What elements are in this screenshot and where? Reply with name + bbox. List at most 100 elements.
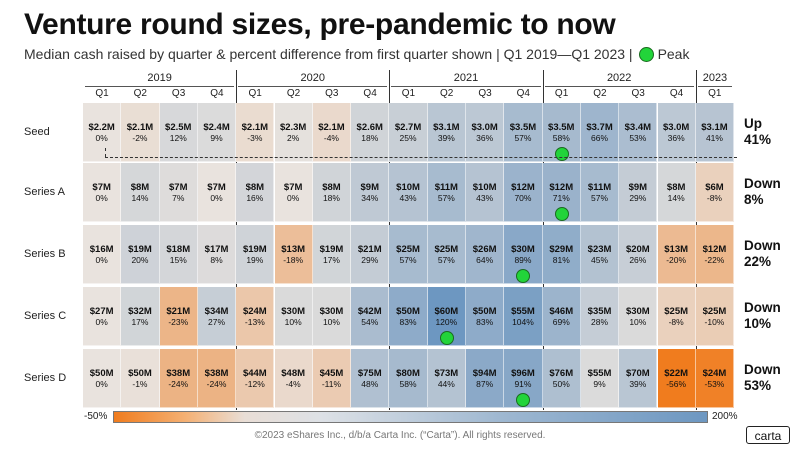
cell-value: $21M <box>357 244 382 255</box>
trend-summary: Up 41% <box>744 116 771 148</box>
heatmap-cell: $7M 7% <box>159 163 198 222</box>
heatmap-cell: $12M 70% <box>504 163 543 222</box>
cell-percent: 41% <box>705 133 723 143</box>
cell-value: $11M <box>587 182 612 193</box>
cell-value: $19M <box>128 244 152 255</box>
cell-value: $3.4M <box>624 122 652 133</box>
heatmap-cell: $75M 48% <box>351 349 390 408</box>
heatmap-cell: $2.7M 25% <box>389 103 428 162</box>
cell-percent: 2% <box>287 133 300 143</box>
heatmap-cell: $29M 81% <box>542 225 581 284</box>
cell-percent: 8% <box>210 255 223 265</box>
cell-percent: 91% <box>514 379 532 389</box>
year-underline <box>85 86 235 87</box>
cell-value: $25M <box>396 244 420 255</box>
heatmap-cell: $8M 14% <box>657 163 696 222</box>
cell-percent: -20% <box>666 255 687 265</box>
cell-percent: 27% <box>208 317 226 327</box>
cell-percent: 9% <box>593 379 606 389</box>
quarter-label: Q2 <box>440 88 454 99</box>
cell-percent: 9% <box>210 133 223 143</box>
cell-value: $6M <box>705 182 724 193</box>
cell-percent: -23% <box>168 317 189 327</box>
heatmap-cell: $38M -24% <box>159 349 198 408</box>
trend-direction: Down <box>744 175 781 191</box>
heatmap-cell: $30M 10% <box>312 287 352 346</box>
heatmap-cell: $42M 54% <box>351 287 390 346</box>
row-label: Seed <box>24 125 50 138</box>
heatmap-cell: $17M 8% <box>197 225 237 284</box>
peak-marker <box>554 147 569 161</box>
cell-percent: 50% <box>552 379 570 389</box>
trend-summary: Down 8% <box>744 176 781 208</box>
heatmap-cell: $3.1M 41% <box>695 103 735 162</box>
cell-value: $21M <box>166 306 191 317</box>
heatmap-cell: $25M -8% <box>657 287 696 346</box>
cell-value: $27M <box>89 306 114 317</box>
cell-percent: 14% <box>131 193 149 203</box>
cell-value: $7M <box>92 182 111 193</box>
cell-value: $29M <box>549 244 574 255</box>
cell-percent: 29% <box>361 255 379 265</box>
cell-percent: -8% <box>706 193 722 203</box>
cell-value: $45M <box>319 368 344 379</box>
cell-percent: -24% <box>168 379 189 389</box>
heatmap-cell: $19M 20% <box>121 225 160 284</box>
cell-value: $25M <box>664 306 689 317</box>
cell-value: $7M <box>169 182 188 193</box>
subtitle: Median cash raised by quarter & percent … <box>24 46 689 62</box>
heatmap-cell: $24M -53% <box>695 349 735 408</box>
heatmap-cell: $20M 26% <box>619 225 658 284</box>
cell-percent: -18% <box>283 255 304 265</box>
heatmap-cell: $2.1M -3% <box>236 103 275 162</box>
cell-percent: 57% <box>591 193 609 203</box>
quarter-label: Q3 <box>478 88 492 99</box>
cell-percent: 16% <box>246 193 264 203</box>
cell-value: $19M <box>242 244 267 255</box>
heatmap-cell: $13M -18% <box>274 225 313 284</box>
cell-value: $30M <box>511 244 535 255</box>
heatmap-cell: $50M 83% <box>466 287 505 346</box>
carta-logo: carta <box>746 426 790 444</box>
peak-marker <box>439 331 454 345</box>
cell-percent: -10% <box>704 317 725 327</box>
heatmap-cell: $50M 0% <box>83 349 122 408</box>
cell-percent: 104% <box>512 317 534 327</box>
heatmap-cell: $55M 104% <box>504 287 543 346</box>
cell-value: $12M <box>511 182 535 193</box>
cell-percent: 7% <box>172 193 185 203</box>
cell-value: $9M <box>628 182 648 193</box>
cell-value: $2.6M <box>356 122 383 133</box>
cell-percent: 66% <box>591 133 609 143</box>
quarter-label: Q2 <box>593 88 607 99</box>
cell-percent: -53% <box>704 379 725 389</box>
peak-legend-icon <box>638 46 654 62</box>
trend-direction: Down <box>744 299 781 315</box>
heatmap-cell: $76M 50% <box>542 349 581 408</box>
trend-percent: 53% <box>744 377 772 393</box>
copyright-footer: ©2023 eShares Inc., d/b/a Carta Inc. (“C… <box>254 430 546 441</box>
cell-value: $76M <box>549 368 574 379</box>
heatmap-cell: $16M 0% <box>83 225 122 284</box>
cell-value: $3.1M <box>701 122 728 133</box>
heatmap-cell: $7M 0% <box>83 163 122 222</box>
cell-value: $3.0M <box>471 122 498 133</box>
cell-percent: 17% <box>131 317 149 327</box>
cell-percent: 83% <box>476 317 494 327</box>
cell-value: $8M <box>245 182 265 193</box>
heatmap-cell: $32M 17% <box>121 287 160 346</box>
heatmap-cell: $26M 64% <box>466 225 505 284</box>
cell-percent: -13% <box>244 317 265 327</box>
heatmap-cell: $6M -8% <box>695 163 735 222</box>
heatmap-cell: $7M 0% <box>197 163 237 222</box>
cell-value: $2.3M <box>279 122 307 133</box>
heatmap-cell: $8M 16% <box>236 163 275 222</box>
cell-percent: 81% <box>552 255 570 265</box>
cell-value: $2.7M <box>394 122 422 133</box>
cell-percent: 29% <box>629 193 647 203</box>
cell-value: $44M <box>242 368 267 379</box>
row-label: Series D <box>24 371 67 384</box>
cell-value: $9M <box>360 182 379 193</box>
cell-percent: 0% <box>95 379 108 389</box>
